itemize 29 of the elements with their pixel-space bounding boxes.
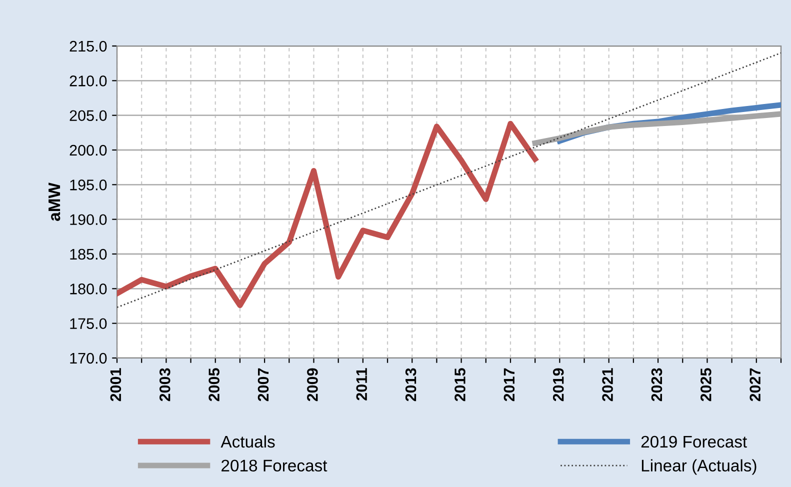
x-tick-label: 2009 — [307, 368, 318, 402]
y-tick-label: 205.0 — [70, 110, 107, 122]
y-tick-label: 170.0 — [70, 352, 107, 364]
x-tick-label: 2005 — [208, 368, 220, 402]
x-tick-label: 2013 — [405, 368, 416, 402]
y-tick-label: 185.0 — [70, 248, 107, 260]
y-tick-label: 175.0 — [70, 318, 107, 330]
x-tick-label: 2007 — [258, 368, 269, 402]
x-tick-label: 2017 — [504, 368, 515, 402]
legend-label: Actuals — [220, 435, 275, 448]
legend-label: 2018 Forecast — [222, 460, 328, 472]
x-tick-label: 2015 — [454, 368, 466, 402]
x-tick-label: 2021 — [602, 368, 613, 402]
y-tick-label: 200.0 — [70, 144, 107, 156]
y-tick-label: 215.0 — [70, 40, 107, 52]
x-tick-label: 2025 — [700, 368, 712, 402]
x-tick-label: 2003 — [159, 368, 170, 402]
x-tick-label: 2023 — [651, 368, 662, 402]
y-tick-label: 180.0 — [70, 284, 107, 294]
x-tick-label: 2019 — [552, 368, 564, 402]
legend-label: 2019 Forecast — [641, 436, 747, 448]
y-tick-label: 190.0 — [70, 214, 107, 226]
legend-label: Linear (Actuals) — [642, 459, 756, 475]
x-tick-label: 2027 — [750, 368, 761, 402]
y-tick-label: 210.0 — [70, 76, 107, 86]
y-tick-label: 195.0 — [70, 180, 107, 190]
y-axis-title: aMW — [48, 182, 60, 221]
x-tick-label: 2011 — [356, 368, 368, 400]
x-tick-label: 2001 — [110, 368, 122, 402]
